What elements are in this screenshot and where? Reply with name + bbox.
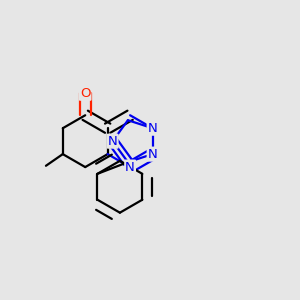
Text: N: N — [148, 122, 158, 135]
Text: O: O — [80, 87, 91, 100]
Text: N: N — [148, 148, 158, 160]
Text: N: N — [108, 135, 118, 148]
Text: N: N — [125, 160, 135, 174]
